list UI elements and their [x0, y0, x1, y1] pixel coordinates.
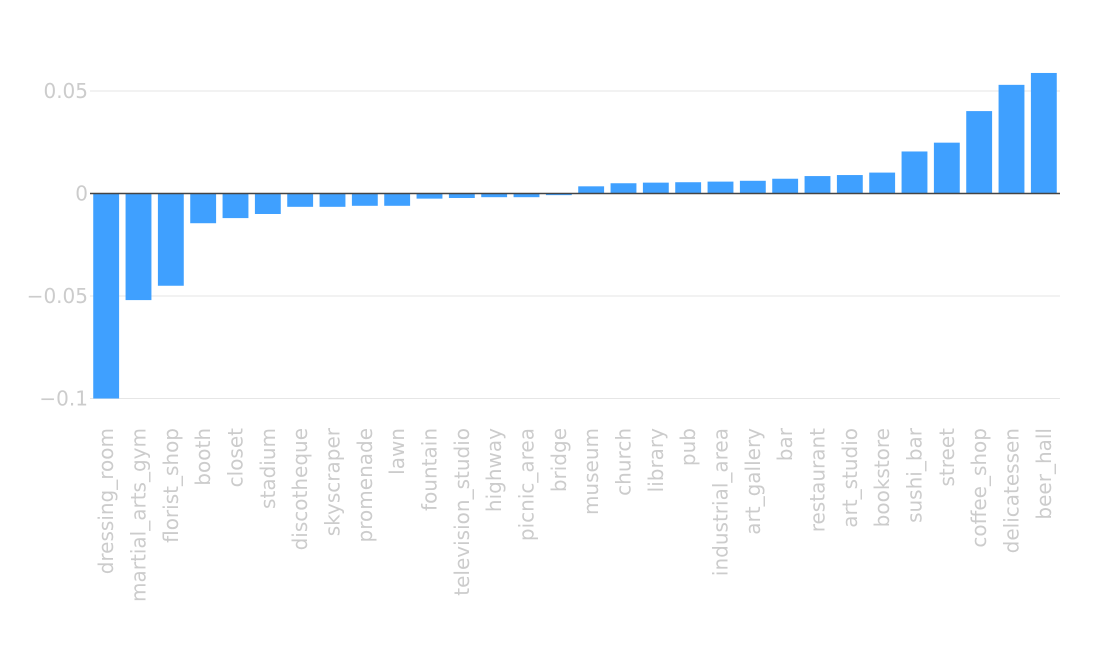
- bar-museum: [578, 186, 605, 194]
- x-tick-label: closet: [224, 428, 248, 488]
- bar-fountain: [416, 193, 443, 199]
- bar-library: [642, 182, 669, 194]
- x-tick-label: fountain: [418, 428, 442, 511]
- bar-discotheque: [287, 193, 314, 207]
- x-tick-label: restaurant: [806, 428, 830, 532]
- x-tick-label: martial_arts_gym: [127, 428, 151, 602]
- gridlines: [90, 90, 1060, 399]
- bar-dressing-room: [93, 193, 120, 399]
- bar-promenade: [351, 193, 378, 206]
- bar-stadium: [254, 193, 281, 214]
- x-tick-label: booth: [191, 428, 215, 486]
- x-tick-label: industrial_area: [709, 428, 733, 576]
- bar-restaurant: [804, 176, 831, 194]
- bar-bridge: [545, 193, 572, 196]
- x-tick-label: skyscraper: [321, 427, 345, 536]
- x-tick-label: sushi_bar: [903, 427, 927, 523]
- bar-closet: [222, 193, 249, 219]
- x-tick-label: lawn: [385, 428, 409, 475]
- x-tick-label: church: [612, 428, 636, 496]
- bar-street: [933, 142, 960, 194]
- y-tick-label: 0.05: [43, 79, 88, 103]
- x-tick-label: beer_hall: [1032, 428, 1056, 520]
- bar-television-studio: [448, 193, 475, 199]
- bar-sushi-bar: [901, 151, 928, 194]
- x-tick-label: art_gallery: [741, 428, 765, 535]
- bar-art-studio: [836, 175, 863, 194]
- bar-martial-arts-gym: [125, 193, 152, 301]
- bar-coffee-shop: [966, 111, 993, 194]
- x-tick-label: delicatessen: [1000, 428, 1024, 553]
- x-tick-label: coffee_shop: [967, 428, 991, 548]
- bar-church: [610, 183, 637, 194]
- x-tick-label: bridge: [547, 428, 571, 492]
- bar-beer-hall: [1030, 72, 1057, 194]
- bar-highway: [481, 193, 508, 198]
- bar-industrial-area: [707, 181, 734, 194]
- bar-pub: [675, 182, 702, 194]
- y-axis-ticks: 0.05 0 −0.05 −0.1: [27, 79, 88, 411]
- y-tick-label: −0.05: [27, 284, 88, 308]
- x-tick-label: pub: [676, 428, 700, 466]
- x-tick-label: discotheque: [288, 428, 312, 550]
- x-tick-label: bar: [773, 427, 797, 461]
- x-tick-label: street: [935, 428, 959, 487]
- bar-delicatessen: [998, 84, 1025, 194]
- x-tick-label: art_studio: [838, 428, 862, 528]
- y-tick-label: −0.1: [39, 387, 88, 411]
- x-tick-label: promenade: [353, 428, 377, 542]
- x-tick-label: stadium: [256, 428, 280, 509]
- bar-skyscraper: [319, 193, 346, 207]
- bar-bar: [772, 178, 799, 194]
- x-tick-label: picnic_area: [515, 428, 539, 541]
- x-tick-label: dressing_room: [94, 428, 118, 574]
- bar-florist-shop: [157, 193, 184, 286]
- y-tick-label: 0: [75, 182, 88, 206]
- x-axis-ticks: dressing_room martial_arts_gym florist_sho…: [94, 427, 1056, 602]
- x-tick-label: museum: [579, 428, 603, 515]
- bar-lawn: [384, 193, 411, 206]
- x-tick-label: highway: [482, 428, 506, 512]
- bars: [93, 72, 1057, 399]
- bar-booth: [190, 193, 217, 224]
- bar-art-gallery: [739, 180, 766, 194]
- x-tick-label: florist_shop: [159, 428, 183, 543]
- x-tick-label: television_studio: [450, 428, 474, 596]
- bar-bookstore: [869, 172, 896, 194]
- x-tick-label: bookstore: [870, 428, 894, 527]
- bar-picnic-area: [513, 193, 540, 198]
- x-tick-label: library: [644, 428, 668, 493]
